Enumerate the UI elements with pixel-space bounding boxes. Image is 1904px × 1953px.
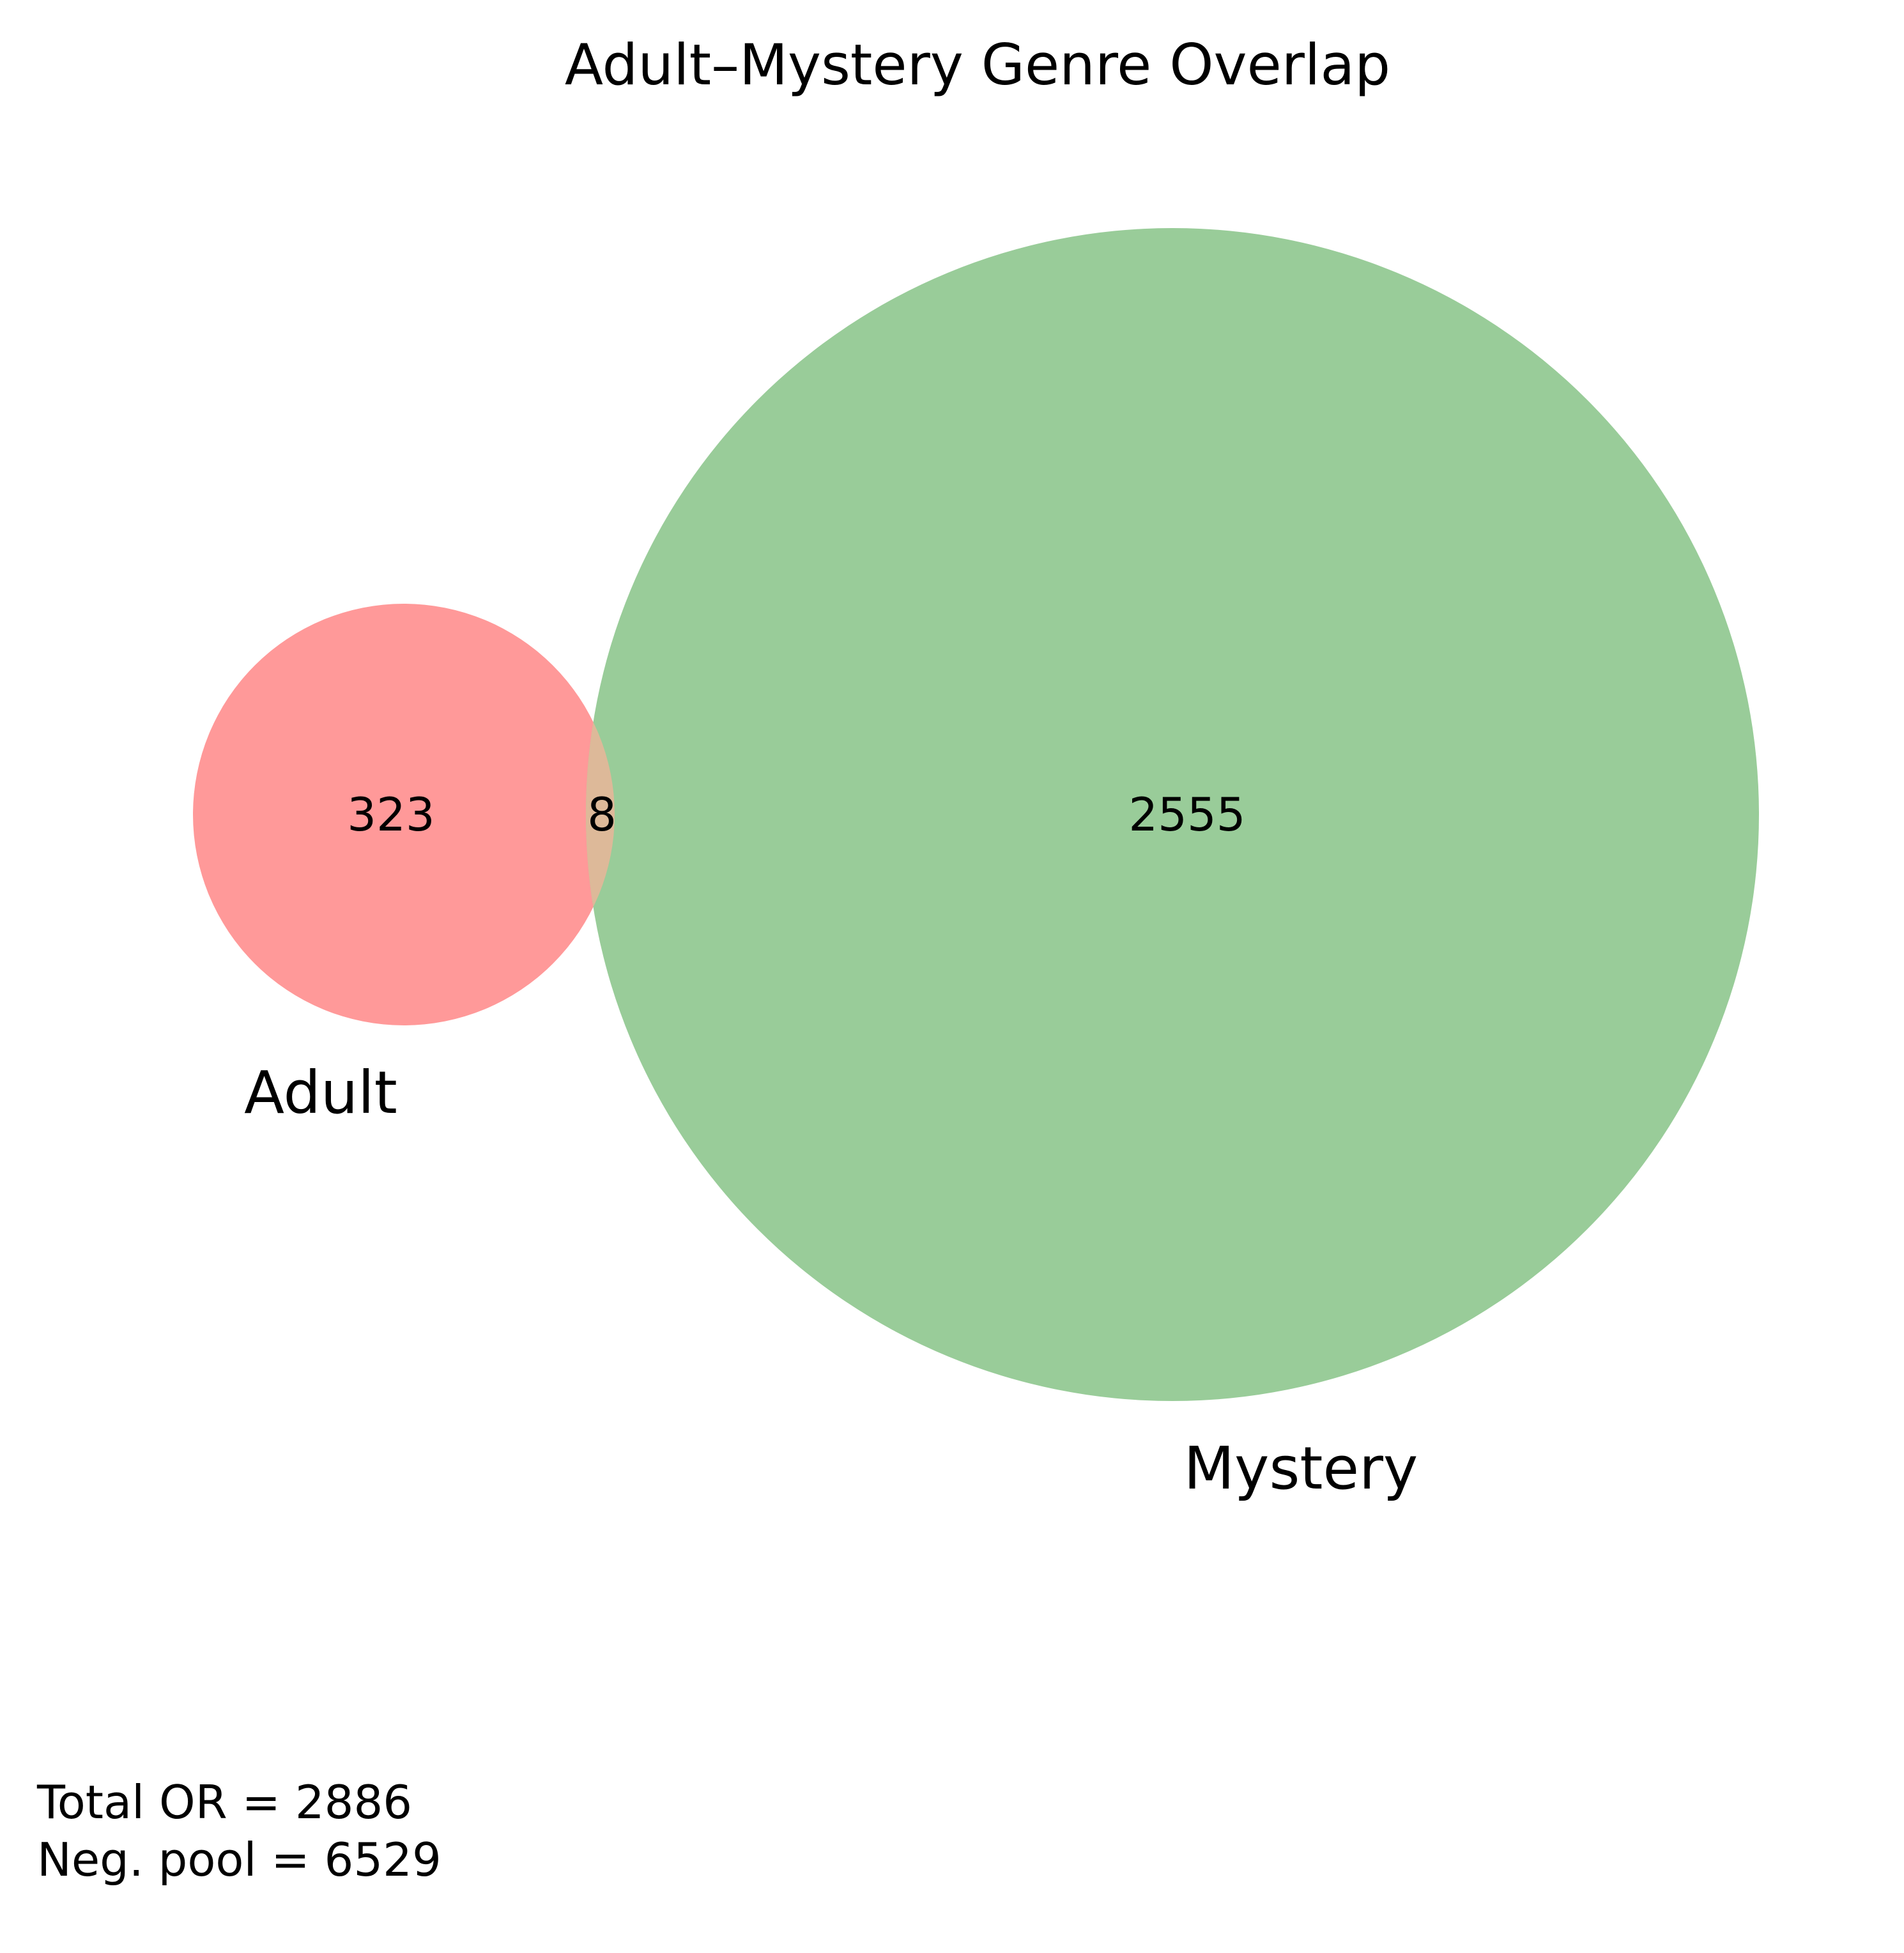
mystery-only-count: 2555: [1128, 788, 1245, 841]
adult-set-label: Adult: [244, 1059, 397, 1127]
total-or-line: Total OR = 2886: [36, 1775, 412, 1829]
neg-pool-line: Neg. pool = 6529: [37, 1833, 441, 1887]
diagram-title: Adult–Mystery Genre Overlap: [565, 32, 1390, 98]
mystery-circle: [586, 228, 1759, 1401]
adult-circle: [193, 604, 615, 1025]
mystery-set-label: Mystery: [1184, 1434, 1418, 1503]
intersection-count: 8: [587, 788, 617, 841]
adult-only-count: 323: [347, 788, 434, 841]
